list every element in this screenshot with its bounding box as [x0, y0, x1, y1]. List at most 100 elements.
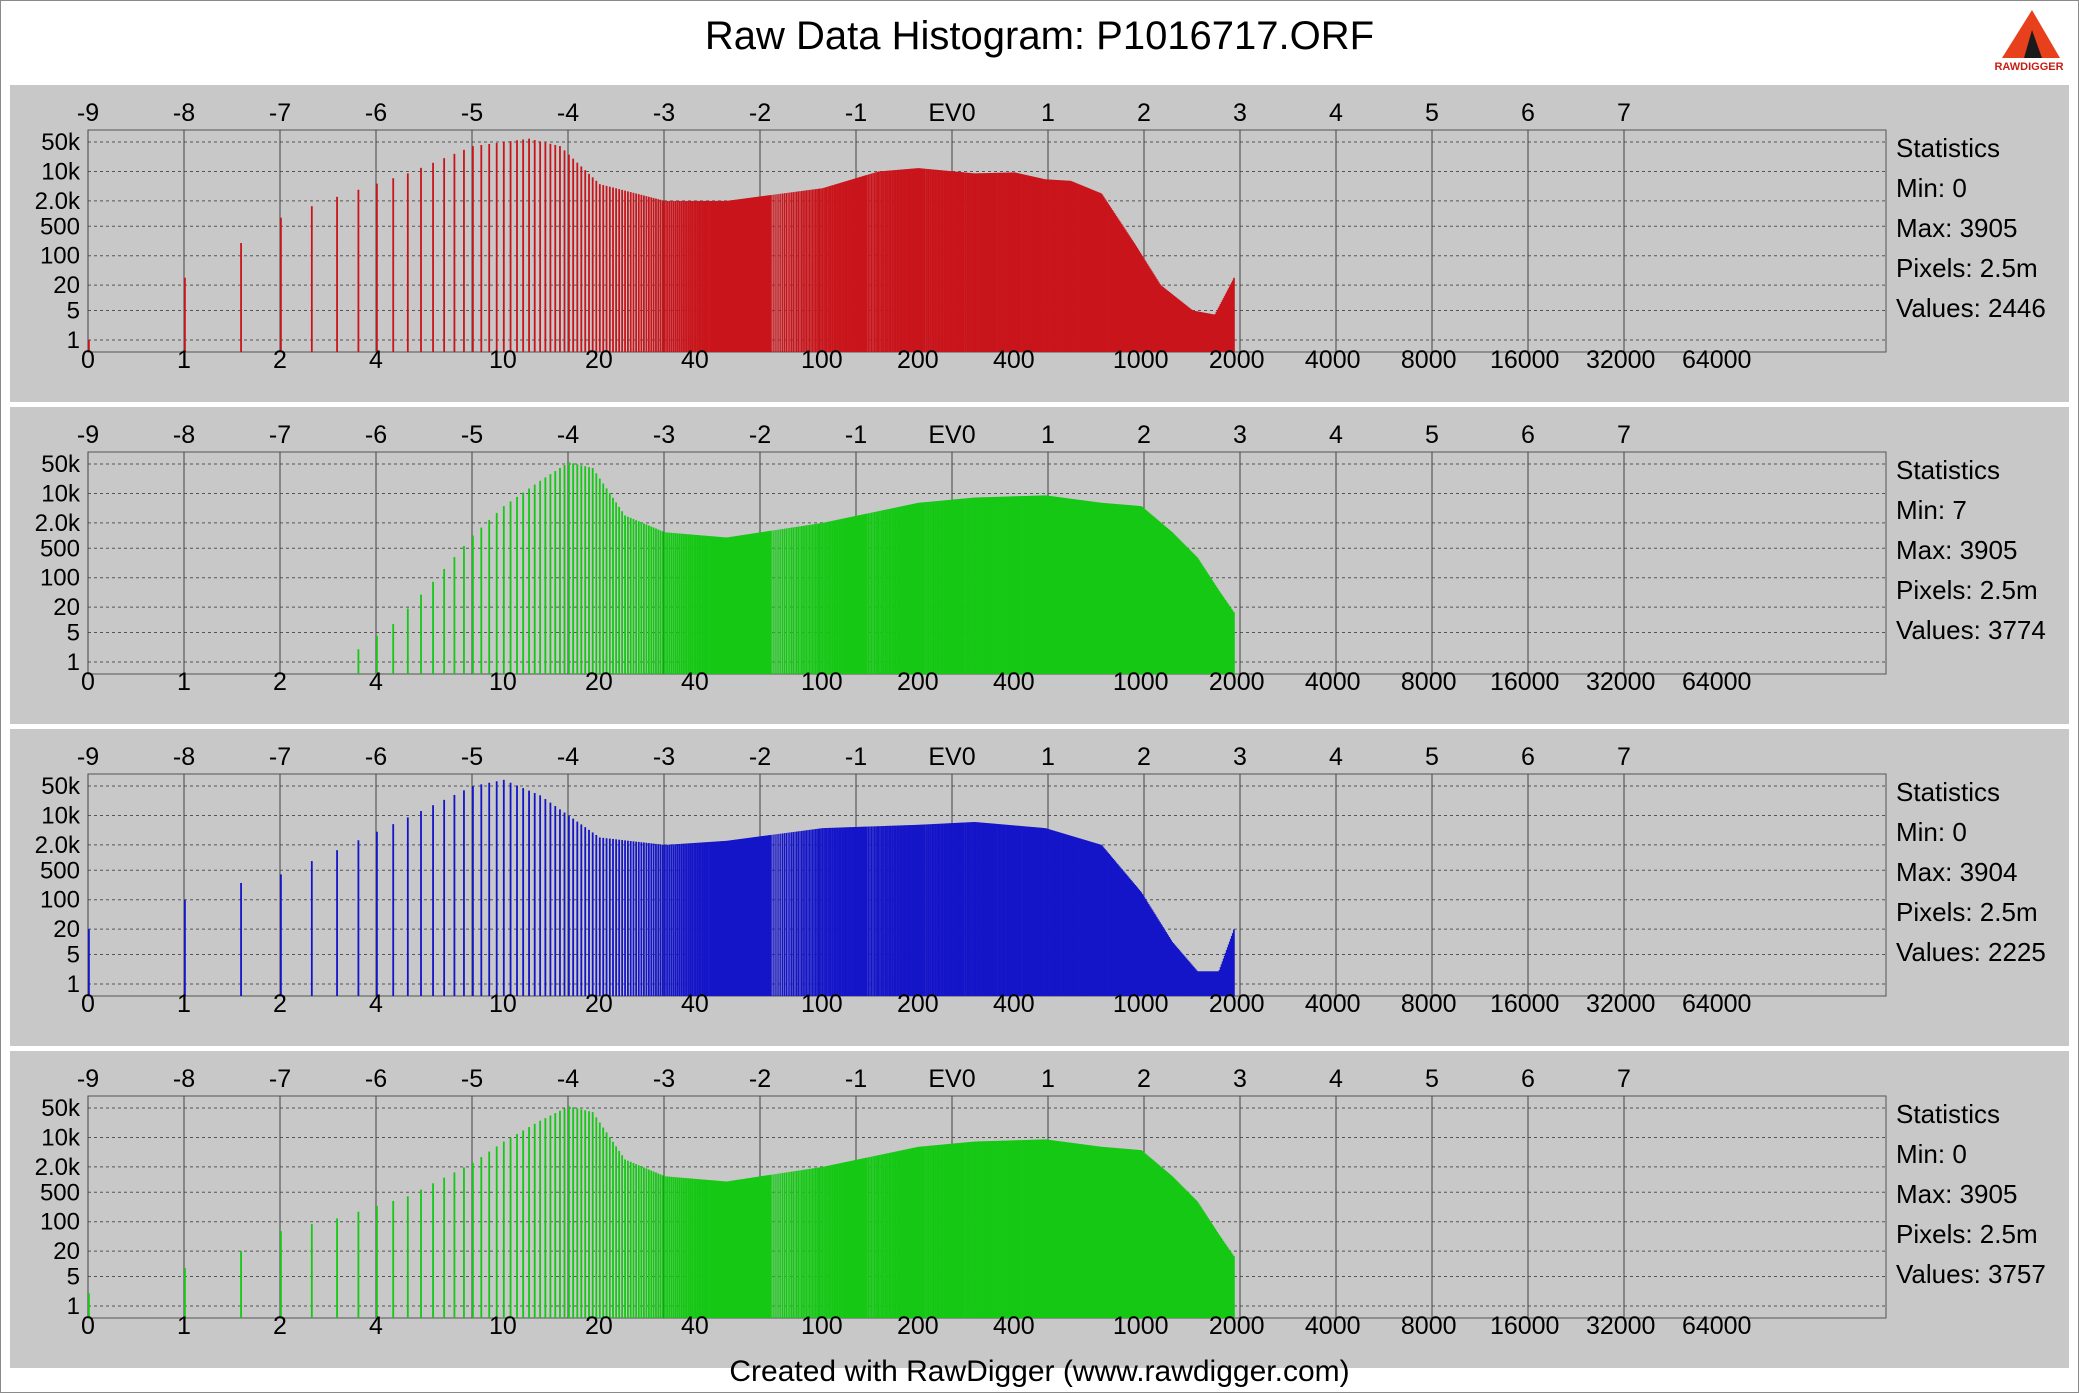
histogram-bar	[1127, 233, 1129, 352]
histogram-bar	[978, 1141, 980, 1318]
histogram-bar	[1227, 288, 1230, 352]
histogram-bar	[1045, 1139, 1047, 1318]
histogram-bar	[706, 1179, 709, 1318]
histogram-bar	[1177, 949, 1180, 996]
histogram-bar	[392, 178, 395, 352]
histogram-bar	[709, 200, 712, 352]
histogram-bar	[766, 531, 769, 674]
stats-line: Min: 0	[1896, 1139, 1967, 1169]
histogram-bar	[1106, 851, 1108, 996]
histogram-bar	[1067, 834, 1070, 996]
histogram-bar	[1224, 1244, 1227, 1318]
histogram-bar	[766, 835, 769, 996]
histogram-bar	[612, 187, 614, 352]
ev-tick-label: -6	[365, 743, 387, 771]
histogram-bar	[974, 1141, 977, 1318]
histogram-bar	[1227, 944, 1230, 996]
histogram-bar	[1152, 515, 1154, 674]
histogram-bar	[1071, 181, 1074, 352]
ev-tick-label: 3	[1233, 1065, 1247, 1093]
histogram-bar	[1096, 191, 1098, 352]
histogram-bar	[845, 181, 848, 352]
histogram-bar	[1152, 272, 1154, 352]
histogram-bar	[694, 534, 697, 674]
histogram-bar	[1121, 504, 1123, 674]
histogram-bar	[757, 836, 760, 996]
histogram-bar	[1009, 825, 1012, 996]
histogram-bar	[682, 1177, 685, 1318]
histogram-bar	[1097, 191, 1099, 352]
x-tick-label: 1000	[1113, 1312, 1169, 1340]
histogram-bar	[894, 507, 897, 674]
histogram-bar	[905, 825, 907, 996]
histogram-bar	[1099, 192, 1101, 352]
stats-line: Statistics	[1896, 133, 2000, 163]
histogram-bar	[1153, 912, 1155, 996]
histogram-bar	[837, 183, 839, 352]
histogram-bar	[1213, 971, 1215, 996]
histogram-bar	[863, 175, 865, 352]
histogram-bar	[844, 181, 847, 352]
histogram-bar	[1172, 943, 1175, 996]
histogram-bar	[926, 168, 928, 352]
histogram-bar	[964, 822, 966, 996]
histogram-bar	[837, 519, 839, 674]
histogram-bar	[1049, 829, 1052, 996]
histogram-bar	[930, 501, 932, 674]
histogram-bar	[865, 513, 867, 674]
histogram-bar	[787, 832, 789, 996]
histogram-bar	[857, 177, 859, 352]
histogram-bar	[748, 197, 751, 352]
histogram-bar	[1114, 214, 1117, 352]
histogram-bar	[1084, 186, 1086, 352]
histogram-bar	[1035, 495, 1038, 674]
histogram-bar	[789, 192, 791, 352]
histogram-bar	[749, 197, 752, 352]
histogram-bar	[729, 200, 732, 352]
x-tick-label: 400	[993, 990, 1035, 1018]
histogram-bar	[1048, 179, 1050, 352]
histogram-bar	[729, 536, 732, 674]
histogram-bar	[797, 1170, 800, 1318]
histogram-bar	[1149, 513, 1151, 674]
histogram-bar	[1158, 521, 1160, 674]
histogram-bar	[1046, 179, 1048, 352]
histogram-bar	[1133, 1149, 1135, 1318]
histogram-bar	[647, 843, 650, 996]
histogram-bar	[666, 200, 668, 352]
histogram-bar	[1209, 971, 1211, 996]
x-tick-label: 40	[681, 668, 709, 696]
histogram-bar	[760, 1176, 762, 1318]
histogram-bar	[891, 1152, 893, 1318]
y-tick-label: 5	[67, 620, 80, 647]
histogram-bar	[755, 532, 758, 674]
histogram-bar	[980, 173, 982, 352]
histogram-bar	[983, 173, 986, 352]
histogram-bar	[996, 172, 998, 352]
histogram-bar	[1228, 286, 1231, 352]
histogram-bar	[1122, 1148, 1124, 1318]
histogram-bar	[635, 1164, 638, 1318]
stats-line: Values: 2225	[1896, 937, 2046, 967]
histogram-bar	[693, 842, 695, 996]
histogram-bar	[472, 1162, 474, 1318]
histogram-bar	[737, 535, 740, 674]
histogram-bar	[1112, 503, 1115, 674]
histogram-bar	[966, 822, 969, 996]
histogram-bar	[480, 144, 483, 352]
histogram-bar	[1189, 308, 1191, 352]
histogram-bar	[1051, 496, 1054, 674]
histogram-bar	[1001, 1140, 1003, 1318]
histogram-bar	[1133, 505, 1135, 674]
histogram-bar	[1056, 180, 1059, 352]
histogram-bar	[1166, 1171, 1168, 1318]
histogram-bar	[904, 505, 906, 674]
histogram-bar	[733, 839, 736, 996]
histogram-bar	[896, 507, 898, 674]
histogram-bar	[1020, 1140, 1022, 1318]
histogram-bar	[1106, 503, 1108, 674]
histogram-bar	[1053, 496, 1056, 674]
histogram-bar	[1225, 1245, 1228, 1318]
histogram-bar	[1054, 831, 1057, 996]
histogram-bar	[1229, 1251, 1232, 1318]
